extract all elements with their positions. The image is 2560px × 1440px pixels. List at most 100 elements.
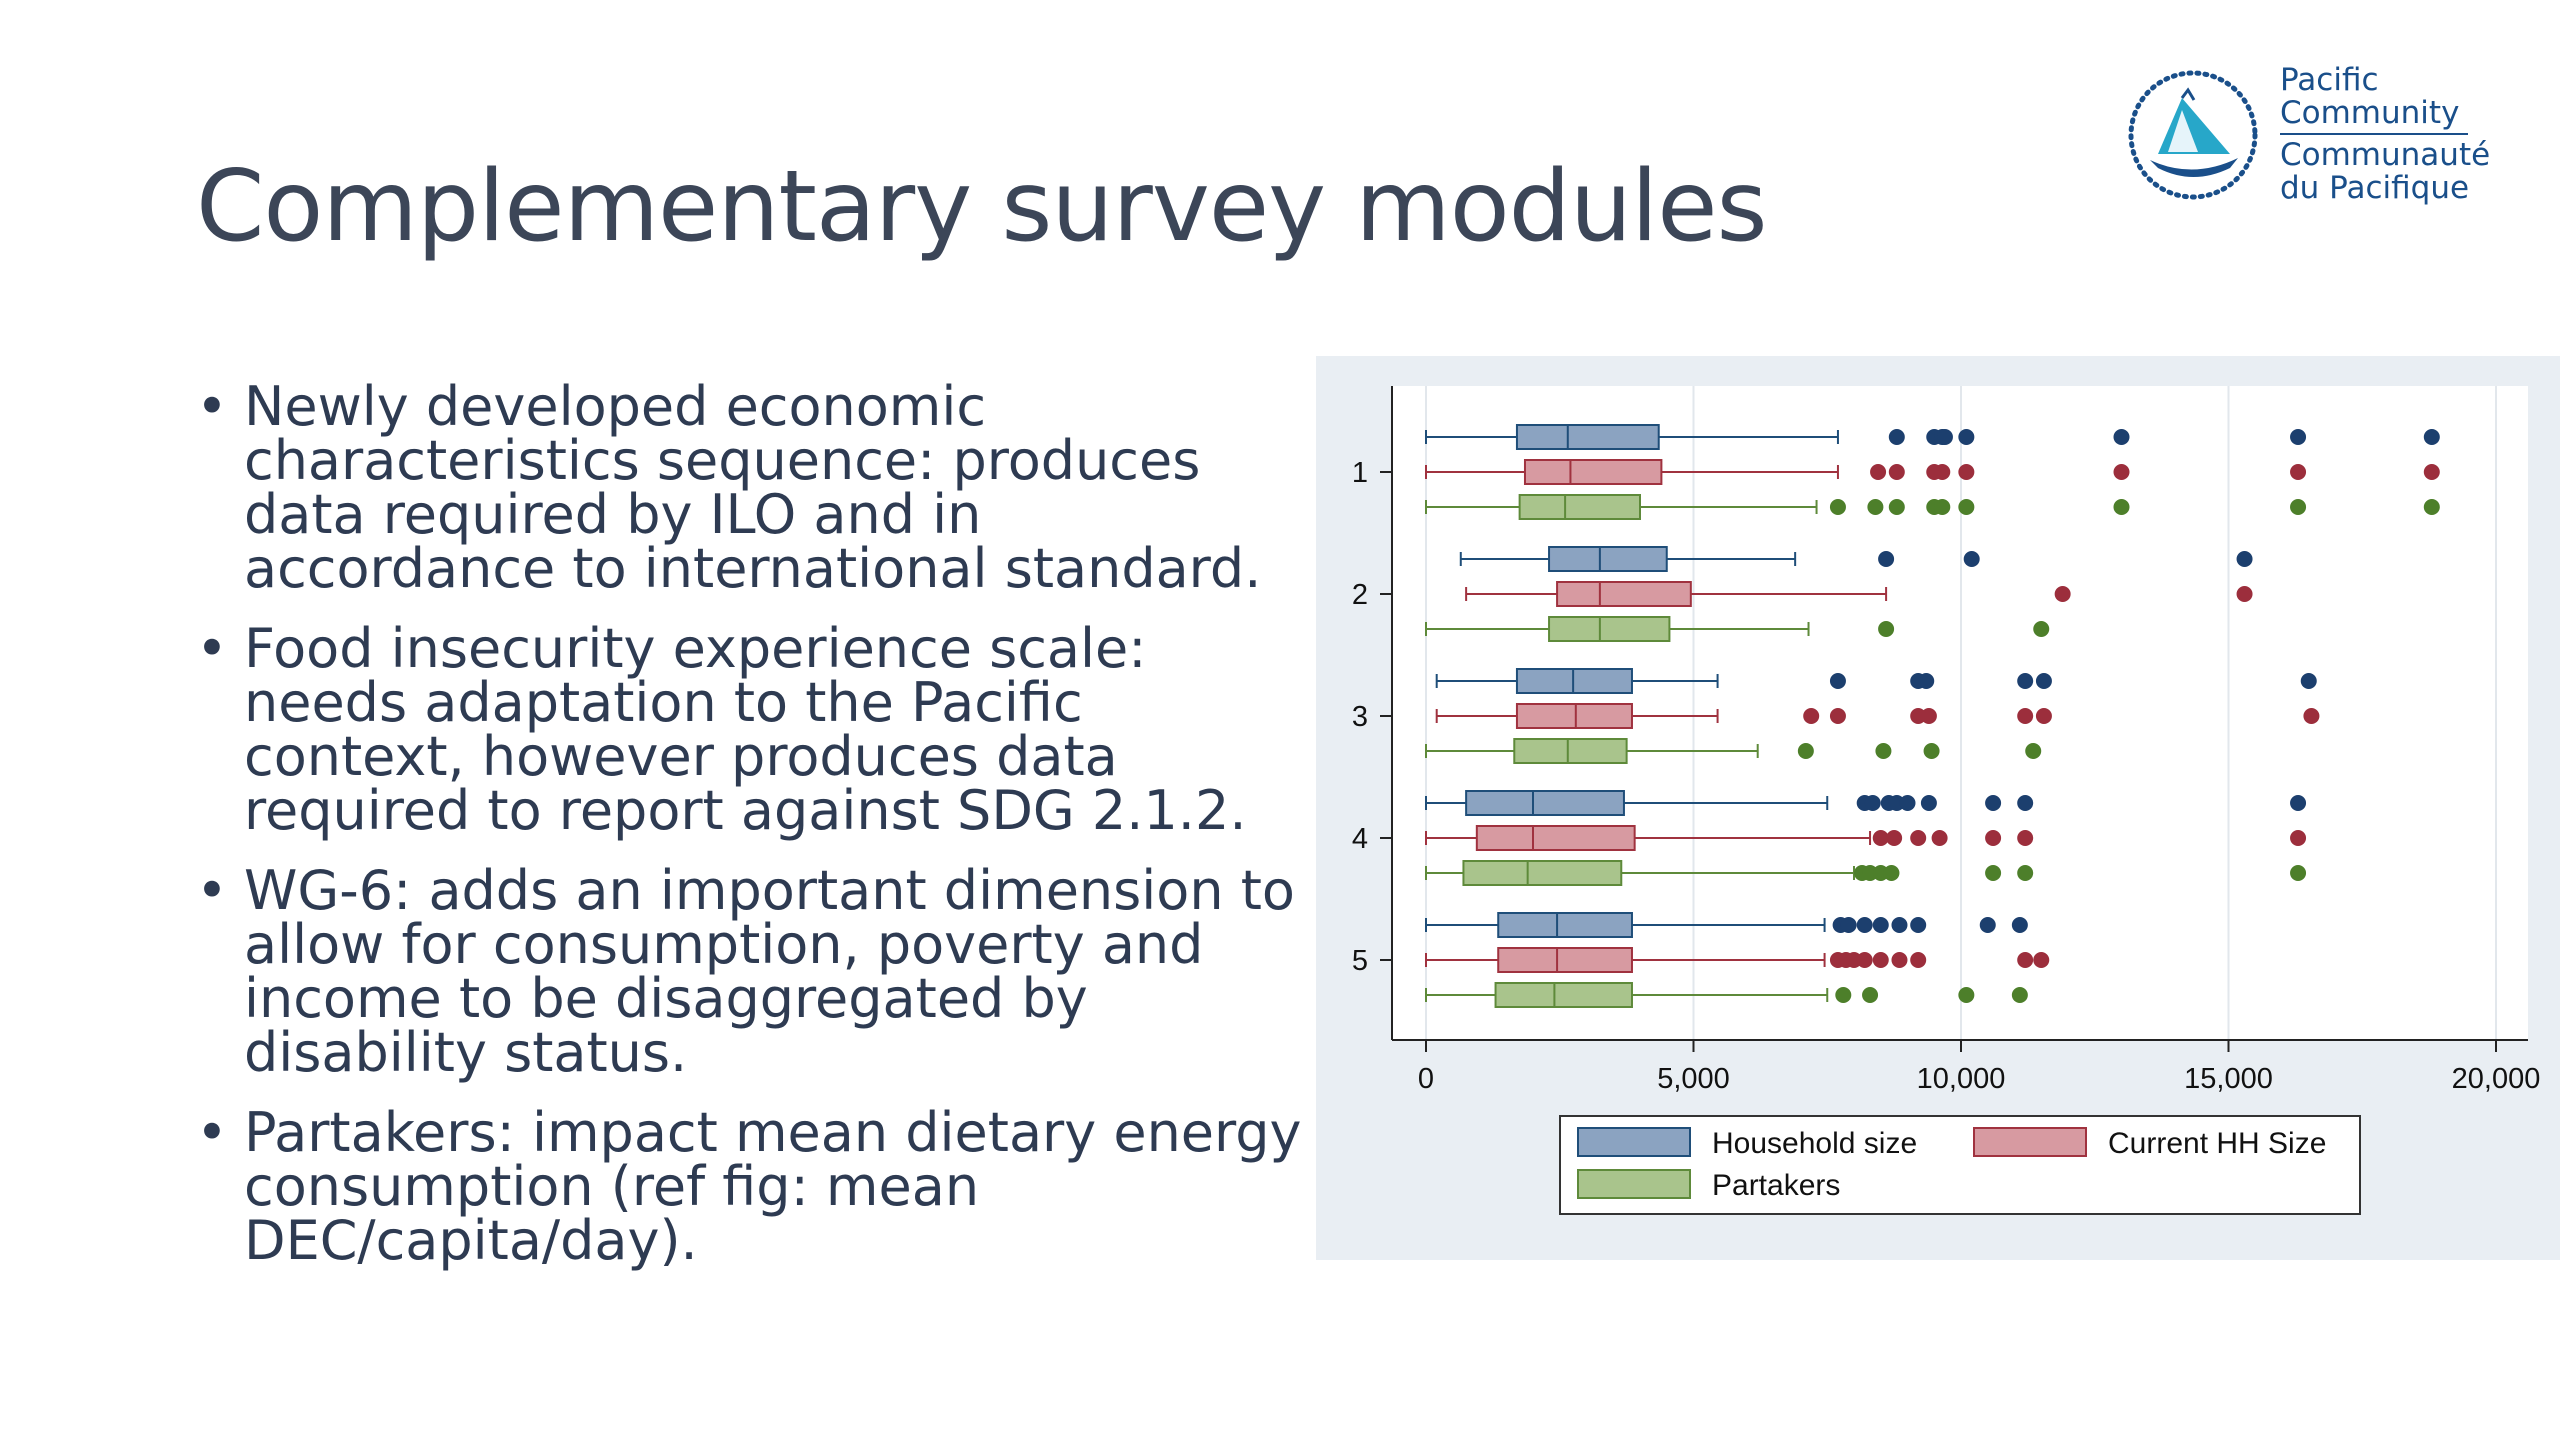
x-tick-label: 15,000 <box>2184 1063 2273 1095</box>
outlier-point <box>1979 917 1996 933</box>
boxplot-chart-panel: 0 5,000 10,000 15,000 20,000 1 2 3 4 5 Household s… <box>1316 356 2560 1260</box>
box-current-group-5 <box>1425 947 2050 973</box>
outlier-point <box>1862 987 1879 1003</box>
outlier-point <box>1886 830 1903 846</box>
outlier-point <box>2236 586 2253 602</box>
outlier-point <box>1883 865 1900 881</box>
outlier-point <box>2017 673 2034 689</box>
outlier-point <box>1878 551 1895 567</box>
box-iqr <box>1515 668 1633 694</box>
outlier-point <box>2113 429 2130 445</box>
outlier-point <box>1958 464 1975 480</box>
box-iqr <box>1556 581 1692 607</box>
outlier-point <box>2290 429 2307 445</box>
outlier-point <box>2017 708 2034 724</box>
outlier-point <box>2017 795 2034 811</box>
box-iqr <box>1494 982 1633 1008</box>
x-tick-label: 5,000 <box>1657 1063 1730 1095</box>
box-iqr <box>1518 494 1641 520</box>
bullet-item-economic: • Newly developed economic characteristic… <box>196 380 1306 596</box>
box-iqr <box>1548 616 1671 642</box>
bullet-dot-icon: • <box>196 375 228 438</box>
legend-label-partakers: Partakers <box>1712 1169 1840 1202</box>
outlier-point <box>1891 952 1908 968</box>
box-current-group-3 <box>1435 703 2320 729</box>
outlier-point <box>1875 743 1892 759</box>
outlier-point <box>2025 743 2042 759</box>
outlier-point <box>1829 673 1846 689</box>
box-iqr <box>1513 738 1628 764</box>
logo-emblem-icon <box>2128 70 2258 200</box>
outlier-point <box>1910 952 1927 968</box>
outlier-point <box>2113 464 2130 480</box>
box-current-group-4 <box>1425 825 2307 851</box>
outlier-point <box>1864 795 1881 811</box>
outlier-point <box>2054 586 2071 602</box>
box-current-group-2 <box>1465 581 2253 607</box>
y-tick-label: 3 <box>1352 701 1368 733</box>
outlier-point <box>1797 743 1814 759</box>
outlier-point <box>1888 429 1905 445</box>
outlier-point <box>2290 464 2307 480</box>
box-iqr <box>1497 912 1633 938</box>
outlier-point <box>2423 464 2440 480</box>
outlier-point <box>1918 673 1935 689</box>
outlier-point <box>2423 429 2440 445</box>
outlier-point <box>1872 917 1889 933</box>
outlier-point <box>2035 673 2052 689</box>
legend: Household size Current HH Size Partakers <box>1559 1115 2361 1215</box>
outlier-point <box>2035 708 2052 724</box>
y-tick-label: 5 <box>1352 945 1368 977</box>
box-partakers-group-3 <box>1425 738 2042 764</box>
outlier-point <box>2300 673 2317 689</box>
outlier-point <box>2017 952 2034 968</box>
outlier-point <box>1870 464 1887 480</box>
outlier-point <box>2290 795 2307 811</box>
bullet-dot-icon: • <box>196 859 228 922</box>
boxplot-chart: 0 5,000 10,000 15,000 20,000 1 2 3 4 5 Household s… <box>1352 386 2540 1215</box>
x-tick-label: 10,000 <box>1917 1063 2006 1095</box>
outlier-point <box>1920 795 1937 811</box>
outlier-point <box>1878 621 1895 637</box>
box-household-group-4 <box>1425 790 2307 816</box>
outlier-point <box>1856 952 1873 968</box>
logo-text-line2: Community <box>2280 95 2460 131</box>
outlier-point <box>1936 429 1953 445</box>
logo-divider <box>2280 133 2468 135</box>
box-iqr <box>1515 703 1633 729</box>
outlier-point <box>2423 499 2440 515</box>
bullet-text: WG-6: adds an important dimension to all… <box>244 859 1295 1084</box>
outlier-point <box>2033 621 2050 637</box>
box-iqr <box>1462 860 1623 886</box>
bullet-dot-icon: • <box>196 617 228 680</box>
outlier-point <box>1856 917 1873 933</box>
legend-swatch-current <box>1973 1127 2087 1157</box>
outlier-point <box>2011 987 2028 1003</box>
logo-text-line3: Communauté <box>2280 137 2491 173</box>
box-household-group-1 <box>1425 424 2440 450</box>
bullet-item-food-insecurity: • Food insecurity experience scale: needs… <box>196 622 1306 838</box>
outlier-point <box>1891 917 1908 933</box>
box-iqr <box>1548 546 1668 572</box>
box-current-group-1 <box>1425 459 2440 485</box>
box-iqr <box>1523 459 1663 485</box>
box-partakers-group-4 <box>1425 860 2307 886</box>
outlier-point <box>1910 917 1927 933</box>
outlier-point <box>1829 499 1846 515</box>
box-household-group-2 <box>1459 546 2253 572</box>
outlier-point <box>2113 499 2130 515</box>
outlier-point <box>1958 987 1975 1003</box>
outlier-point <box>1934 499 1951 515</box>
outlier-point <box>2033 952 2050 968</box>
outlier-point <box>1867 499 1884 515</box>
outlier-point <box>1931 830 1948 846</box>
outlier-point <box>1835 987 1852 1003</box>
y-tick-label: 1 <box>1352 457 1368 489</box>
pacific-community-logo: Pacific Community Communauté du Pacifiqu… <box>2118 60 2490 220</box>
outlier-point <box>2290 499 2307 515</box>
box-household-group-5 <box>1425 912 2028 938</box>
outlier-point <box>1872 830 1889 846</box>
legend-box <box>1559 1115 2361 1215</box>
outlier-point <box>1803 708 1820 724</box>
outlier-point <box>1934 464 1951 480</box>
